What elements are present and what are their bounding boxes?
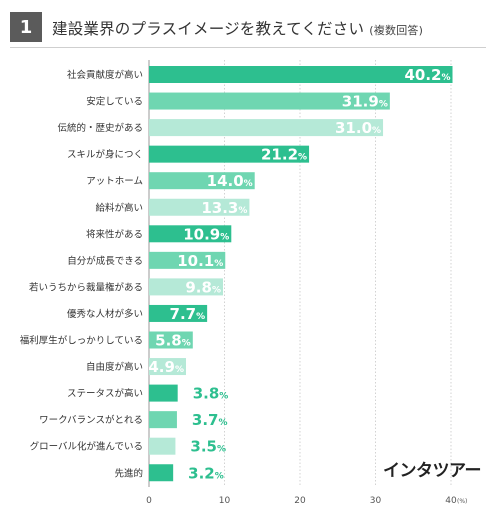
value-percent: %	[441, 73, 450, 83]
bar	[149, 437, 176, 455]
chart-header: 1 建設業界のプラスイメージを教えてください (複数回答)	[10, 12, 486, 42]
x-tick-label: 20	[294, 496, 306, 506]
bar	[149, 384, 178, 402]
chart-title-text: 建設業界のプラスイメージを教えてください	[52, 20, 365, 38]
value-label: 5.8%	[155, 332, 191, 350]
chart-subtitle: (複数回答)	[369, 24, 424, 37]
category-label: 自由度が高い	[86, 361, 143, 373]
value-label: 3.8%	[193, 385, 229, 403]
category-label: 若いうちから裁量権がある	[29, 281, 143, 293]
category-label: ワークバランスがとれる	[39, 414, 143, 426]
value-percent: %	[244, 179, 253, 189]
value-label: 40.2%	[404, 66, 450, 84]
value-number: 3.8	[193, 385, 220, 403]
value-number: 14.0	[207, 172, 244, 190]
value-number: 3.5	[190, 438, 217, 456]
x-tick-label: 30	[370, 496, 382, 506]
header-divider	[10, 47, 486, 48]
value-label: 31.0%	[335, 119, 381, 137]
category-label: アットホーム	[86, 176, 143, 187]
category-label: スキルが身につく	[67, 149, 143, 161]
bar	[149, 119, 384, 137]
value-percent: %	[217, 445, 226, 455]
x-tick-label: 0	[146, 496, 152, 506]
category-label: 自分が成長できる	[67, 255, 143, 267]
value-percent: %	[220, 232, 229, 242]
category-label: グローバル化が進んでいる	[30, 441, 143, 453]
value-number: 31.9	[342, 93, 379, 111]
category-label: 将来性がある	[86, 228, 143, 240]
brand-logo: インタツアー	[383, 461, 481, 481]
value-label: 3.2%	[188, 464, 224, 482]
value-number: 21.2	[261, 146, 298, 164]
value-percent: %	[175, 365, 184, 375]
value-number: 5.8	[155, 332, 182, 350]
value-number: 4.9	[148, 358, 175, 376]
value-label: 14.0%	[207, 172, 253, 190]
question-number: 1	[10, 12, 42, 42]
category-label: 社会貢献度が高い	[67, 69, 143, 81]
bar	[149, 331, 193, 349]
bar	[149, 278, 223, 296]
value-label: 31.9%	[342, 93, 388, 111]
value-number: 7.7	[170, 305, 197, 323]
bar	[149, 251, 226, 269]
value-percent: %	[182, 339, 191, 349]
category-label: ステータスが高い	[67, 388, 143, 400]
value-label: 7.7%	[170, 305, 206, 323]
value-percent: %	[372, 126, 381, 136]
value-label: 10.9%	[183, 225, 229, 243]
chart-title: 建設業界のプラスイメージを教えてください (複数回答)	[52, 17, 423, 39]
value-number: 3.2	[188, 464, 215, 482]
x-unit-label: (%)	[457, 498, 467, 505]
value-number: 40.2	[404, 66, 441, 84]
category-label: 先進的	[114, 467, 143, 479]
category-label: 伝統的・歴史がある	[57, 122, 143, 134]
x-tick-label: 40	[445, 496, 457, 506]
value-label: 10.1%	[177, 252, 223, 270]
bar	[149, 66, 453, 83]
value-percent: %	[219, 392, 228, 402]
value-percent: %	[214, 259, 223, 269]
category-label: 給料が高い	[95, 202, 143, 214]
value-percent: %	[215, 471, 224, 481]
value-number: 9.8	[185, 278, 212, 296]
category-label: 福利厚生がしっかりしている	[20, 335, 143, 347]
value-number: 10.1	[177, 252, 214, 270]
bar	[149, 304, 208, 322]
value-percent: %	[219, 418, 228, 428]
value-number: 31.0	[335, 119, 372, 137]
value-label: 21.2%	[261, 146, 307, 164]
bar	[149, 464, 174, 482]
value-label: 13.3%	[201, 199, 247, 217]
value-number: 13.3	[201, 199, 238, 217]
x-tick-label: 10	[219, 496, 231, 506]
value-number: 3.7	[192, 411, 219, 429]
value-number: 10.9	[183, 225, 220, 243]
value-percent: %	[298, 153, 307, 163]
bar	[149, 358, 186, 376]
value-percent: %	[379, 100, 388, 110]
bar	[149, 198, 250, 216]
value-label: 9.8%	[185, 278, 221, 296]
bar	[149, 172, 255, 190]
value-label: 3.7%	[192, 411, 228, 429]
category-label: 優秀な人材が多い	[67, 308, 143, 320]
bar	[149, 92, 390, 110]
value-percent: %	[238, 206, 247, 216]
value-percent: %	[212, 285, 221, 295]
value-percent: %	[196, 312, 205, 322]
bar	[149, 145, 310, 163]
value-label: 4.9%	[148, 358, 184, 376]
bar	[149, 225, 232, 243]
bar	[149, 411, 177, 429]
category-label: 安定している	[86, 96, 143, 108]
value-label: 3.5%	[190, 438, 226, 456]
